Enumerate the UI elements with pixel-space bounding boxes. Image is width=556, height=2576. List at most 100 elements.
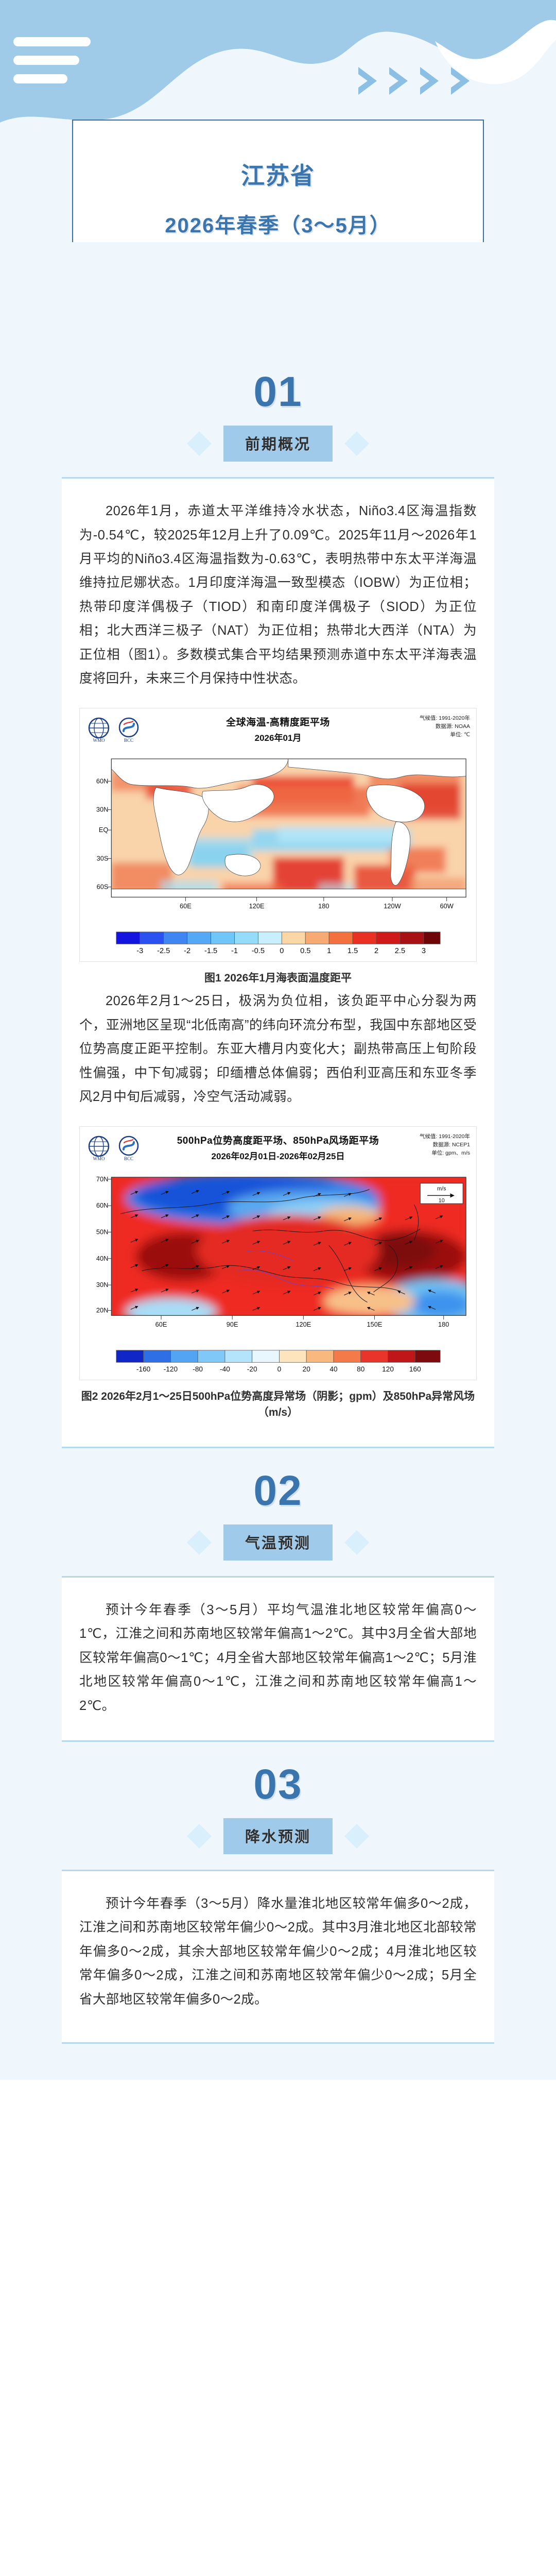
svg-text:m/s: m/s (437, 1186, 446, 1192)
svg-text:-40: -40 (220, 1365, 230, 1373)
figure-1-titles: 全球海温-高精度距平场 2026年01月 (85, 713, 471, 743)
svg-text:BCC: BCC (124, 1156, 133, 1161)
colorbar-sst: -3 -2.5 -2 -1.5 -1 -0.5 0 0.5 1 1.5 2 2.5 3 (115, 931, 441, 955)
diamond-right-icon (344, 431, 370, 456)
svg-text:120E: 120E (249, 902, 265, 910)
svg-text:40: 40 (329, 1365, 338, 1373)
svg-text:70N: 70N (96, 1175, 109, 1183)
section-02: 02 气温预测 预计今年春季（3～5月）平均气温淮北地区较常年偏高0～1℃，江淮… (0, 1448, 556, 1742)
section-03-card: 预计今年春季（3～5月）降水量淮北地区较常年偏多0～2成，江淮之间和苏南地区较常… (62, 1870, 494, 2044)
diamond-right-icon (344, 1530, 370, 1555)
svg-text:-3: -3 (136, 947, 143, 955)
svg-text:WMO: WMO (93, 1156, 105, 1161)
section-banner-label: 降水预测 (223, 1818, 333, 1855)
title-card-spacer (0, 242, 556, 349)
svg-text:60N: 60N (96, 1201, 109, 1209)
bcc-logo-icon: BCC (118, 1136, 139, 1161)
figure-1-meta-unit: 单位: ℃ (450, 731, 470, 738)
figure-2-meta: 气候值: 1991-2020年 数据源: NCEP1 单位: gpm、m/s (420, 1133, 470, 1157)
hero-line-decor (13, 37, 91, 93)
figure-1-meta-climate: 气候值: 1991-2020年 (419, 715, 470, 722)
figure-2-frame: WMO BCC 500hPa位势高度距平场、850hPa风场距平场 (79, 1126, 477, 1380)
diamond-left-icon (186, 1530, 212, 1555)
wmo-logo-icon: WMO (88, 718, 110, 743)
svg-text:150E: 150E (367, 1320, 383, 1328)
figure-1-title: 全球海温-高精度距平场 (226, 717, 330, 728)
svg-text:-80: -80 (193, 1365, 203, 1373)
diamond-left-icon (186, 1823, 212, 1849)
figure-2: WMO BCC 500hPa位势高度距平场、850hPa风场距平场 (79, 1126, 477, 1420)
svg-text:120E: 120E (296, 1320, 311, 1328)
title-card: 江苏省 2026年春季（3～5月） 气候预测 (72, 120, 484, 242)
svg-text:EQ: EQ (99, 826, 109, 834)
hero-line-3 (13, 74, 67, 83)
title-period: 2026年春季（3～5月） (165, 214, 391, 237)
svg-text:1: 1 (327, 947, 331, 955)
svg-text:-160: -160 (136, 1365, 150, 1373)
figure-2-meta-unit: 单位: gpm、m/s (431, 1149, 470, 1156)
diamond-right-icon (344, 1823, 370, 1849)
figure-2-subtitle: 2026年02月01日-2026年02月25日 (211, 1151, 345, 1162)
svg-text:30S: 30S (97, 855, 109, 862)
svg-text:3: 3 (421, 947, 425, 955)
svg-text:2.5: 2.5 (394, 947, 405, 955)
svg-text:0.5: 0.5 (300, 947, 310, 955)
hero-line-1 (13, 37, 91, 46)
svg-text:-2: -2 (184, 947, 190, 955)
svg-text:2: 2 (374, 947, 378, 955)
bcc-logo-icon: BCC (118, 718, 139, 743)
svg-text:20N: 20N (96, 1307, 109, 1314)
section-01-card: 2026年1月，赤道太平洋维持冷水状态，Niño3.4区海温指数为-0.54℃，… (62, 477, 494, 1448)
svg-text:90E: 90E (227, 1320, 238, 1328)
figure-2-meta-climate: 气候值: 1991-2020年 (419, 1133, 470, 1140)
svg-text:30N: 30N (96, 1281, 109, 1289)
chevron-arrows-icon (355, 65, 478, 97)
figure-2-colorbar: -160 -120 -80 -40 -20 0 20 40 80 120 160 (112, 1347, 444, 1374)
wind-vector-legend: m/s 10 (420, 1183, 463, 1205)
chevron-right-icon (358, 67, 377, 95)
chevron-right-icon (451, 67, 470, 95)
figure-2-caption: 图2 2026年2月1～25日500hPa位势高度异常场（阴影；gpm）及850… (81, 1390, 475, 1419)
global-sst-anomaly-map: 60N 30N EQ 30S 60S 60E 120E 180 120W 60W (96, 758, 466, 910)
figure-1: WMO BCC 全球海温-高精度距平场 2026年01月 (79, 708, 477, 986)
chevron-right-icon (420, 67, 439, 95)
svg-text:0: 0 (277, 1365, 281, 1373)
svg-text:20: 20 (302, 1365, 310, 1373)
svg-text:WMO: WMO (93, 738, 105, 743)
figure-1-caption: 图1 2026年1月海表面温度距平 (204, 972, 352, 984)
svg-text:1.5: 1.5 (347, 947, 357, 955)
infographic-page: 江苏省 2026年春季（3～5月） 气候预测 01 前期概况 2026年1月，赤… (0, 0, 556, 2080)
figure-2-titles: 500hPa位势高度距平场、850hPa风场距平场 2026年02月01日-20… (85, 1131, 471, 1162)
svg-text:-20: -20 (247, 1365, 257, 1373)
svg-text:60E: 60E (155, 1320, 167, 1328)
section-banner-row: 气温预测 (0, 1524, 556, 1561)
figure-2-logos: WMO BCC (87, 1135, 141, 1162)
chevron-right-icon (389, 67, 408, 95)
hero-line-2 (13, 56, 79, 65)
svg-text:30N: 30N (96, 806, 109, 814)
figure-1-meta-source: 数据源: NOAA (435, 723, 470, 730)
section-banner-row: 降水预测 (0, 1818, 556, 1855)
svg-text:-0.5: -0.5 (251, 947, 264, 955)
section-number: 01 (253, 368, 303, 415)
figure-1-frame: WMO BCC 全球海温-高精度距平场 2026年01月 (79, 708, 477, 962)
figure-1-colorbar: -3 -2.5 -2 -1.5 -1 -0.5 0 0.5 1 1.5 2 2.5 3 (112, 929, 444, 955)
figure-2-title: 500hPa位势高度距平场、850hPa风场距平场 (177, 1136, 379, 1147)
figure-1-header: WMO BCC 全球海温-高精度距平场 2026年01月 (85, 713, 471, 756)
svg-text:60W: 60W (440, 902, 454, 910)
section-01: 01 前期概况 2026年1月，赤道太平洋维持冷水状态，Niño3.4区海温指数… (0, 349, 556, 1448)
paragraph: 预计今年春季（3～5月）平均气温淮北地区较常年偏高0～1℃，江淮之间和苏南地区较… (79, 1602, 477, 1713)
svg-text:10: 10 (439, 1198, 445, 1204)
svg-text:-120: -120 (163, 1365, 178, 1373)
svg-text:BCC: BCC (124, 738, 133, 743)
section-number: 03 (253, 1760, 303, 1808)
section-03: 03 降水预测 预计今年春季（3～5月）降水量淮北地区较常年偏多0～2成，江淮之… (0, 1741, 556, 2044)
diamond-left-icon (186, 431, 212, 456)
section-02-card: 预计今年春季（3～5月）平均气温淮北地区较常年偏高0～1℃，江淮之间和苏南地区较… (62, 1575, 494, 1742)
hero-header: 江苏省 2026年春季（3～5月） 气候预测 (0, 0, 556, 242)
paragraph: 2026年2月1～25日，极涡为负位相，该负距平中心分裂为两个，亚洲地区呈现“北… (79, 994, 477, 1104)
paragraph: 2026年1月，赤道太平洋维持冷水状态，Niño3.4区海温指数为-0.54℃，… (79, 504, 477, 686)
svg-text:60E: 60E (180, 902, 192, 910)
svg-text:-2.5: -2.5 (157, 947, 170, 955)
svg-text:180: 180 (438, 1320, 449, 1328)
